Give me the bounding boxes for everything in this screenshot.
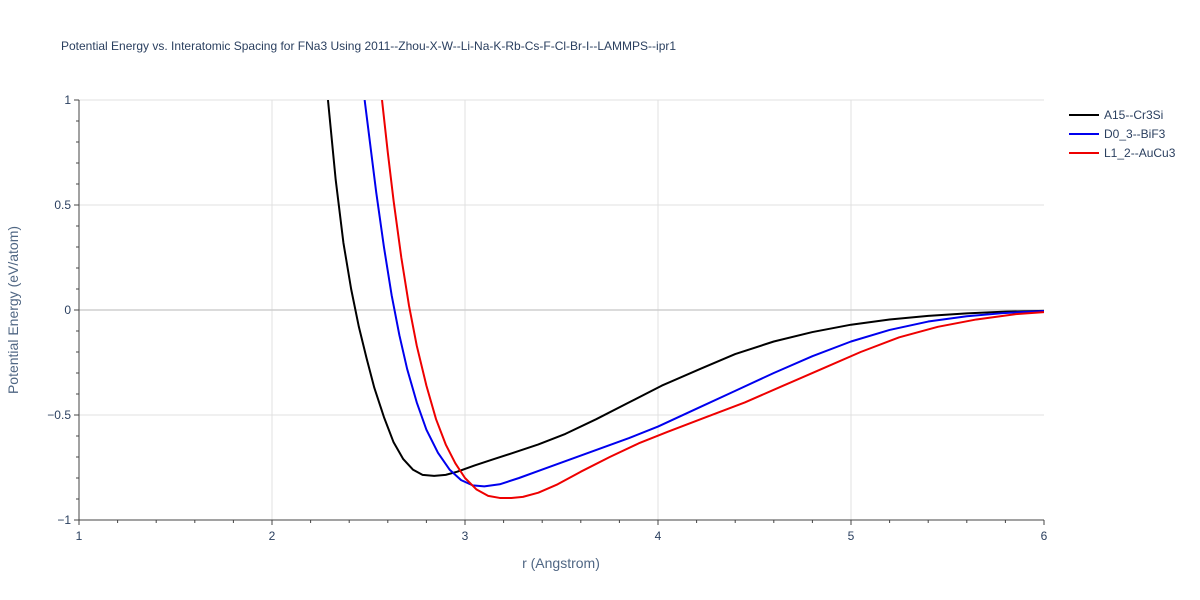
- y-axis-title: Potential Energy (eV/atom): [5, 226, 21, 394]
- chart-title: Potential Energy vs. Interatomic Spacing…: [61, 39, 676, 53]
- x-tick-label: 3: [462, 529, 469, 543]
- x-tick-label: 5: [848, 529, 855, 543]
- y-tick-label: −1: [57, 513, 71, 527]
- y-tick-label: 1: [64, 93, 71, 107]
- y-tick-label: −0.5: [47, 408, 71, 422]
- x-tick-label: 4: [655, 529, 662, 543]
- y-tick-label: 0.5: [54, 198, 71, 212]
- legend-label: A15--Cr3Si: [1104, 108, 1163, 122]
- axes: 1 2 3 4 5 6 −1 −0.5 0 0.5 1: [47, 93, 1047, 543]
- y-tick-label: 0: [64, 303, 71, 317]
- legend-label: L1_2--AuCu3: [1104, 146, 1176, 160]
- legend[interactable]: A15--Cr3Si D0_3--BiF3 L1_2--AuCu3: [1069, 108, 1176, 160]
- grid-lines: [79, 99, 1044, 520]
- x-tick-label: 1: [76, 529, 83, 543]
- series-line-1: [363, 100, 1044, 488]
- plot-lines: [326, 100, 1044, 499]
- series-line-0: [326, 100, 1044, 477]
- x-tick-label: 2: [269, 529, 276, 543]
- legend-label: D0_3--BiF3: [1104, 127, 1166, 141]
- legend-item-0[interactable]: A15--Cr3Si: [1069, 108, 1163, 122]
- legend-item-2[interactable]: L1_2--AuCu3: [1069, 146, 1176, 160]
- x-axis-title: r (Angstrom): [522, 555, 600, 571]
- series-line-2: [381, 100, 1044, 499]
- x-tick-label: 6: [1041, 529, 1048, 543]
- legend-item-1[interactable]: D0_3--BiF3: [1069, 127, 1166, 141]
